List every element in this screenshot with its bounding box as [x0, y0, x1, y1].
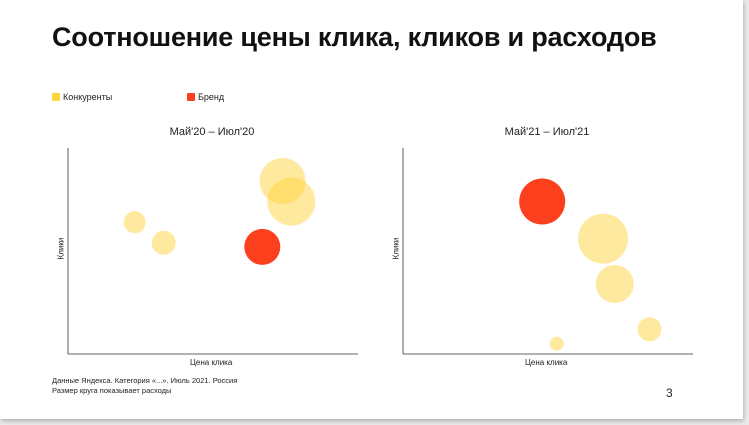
- slide: Соотношение цены клика, кликов и расходо…: [0, 0, 743, 419]
- chart-2021: Май'21 – Июл'21 Клики Цена клика: [391, 120, 697, 380]
- bubble-competitor: [151, 230, 176, 255]
- chart-svg-2020: [67, 148, 358, 355]
- chart-2020: Май'20 – Июл'20 Клики Цена клика: [56, 120, 362, 380]
- legend-swatch-competitors: [52, 93, 60, 101]
- bubble-competitor: [595, 264, 634, 303]
- legend-label-brand: Бренд: [198, 92, 225, 102]
- footnote: Данные Яндекса. Категория «...». Июль 20…: [52, 376, 237, 396]
- bubble-competitor: [123, 211, 146, 234]
- legend: Конкуренты Бренд: [0, 92, 743, 106]
- bubble-brand: [519, 178, 566, 225]
- y-axis-label: Клики: [391, 237, 401, 260]
- bubble-competitor: [549, 336, 564, 351]
- bubble-competitor: [267, 177, 316, 226]
- chart-svg-2021: [402, 148, 693, 355]
- x-axis-label: Цена клика: [525, 358, 568, 367]
- bubble-competitor: [637, 317, 662, 342]
- chart-title: Май'20 – Июл'20: [169, 126, 255, 138]
- bubble-competitor: [578, 213, 629, 264]
- bubble-brand: [244, 228, 281, 265]
- slide-title: Соотношение цены клика, кликов и расходо…: [52, 22, 657, 52]
- page-number: 3: [666, 386, 673, 400]
- chart-title: Май'21 – Июл'21: [504, 126, 590, 138]
- footnote-source: Данные Яндекса. Категория «...». Июль 20…: [52, 376, 238, 385]
- legend-swatch-brand: [187, 93, 195, 101]
- footnote-size-note: Размер круга показывает расходы: [52, 386, 172, 395]
- y-axis-label: Клики: [56, 237, 66, 260]
- x-axis-label: Цена клика: [190, 358, 233, 367]
- legend-item-brand: Бренд: [187, 92, 224, 102]
- legend-item-competitors: Конкуренты: [52, 92, 112, 102]
- legend-label-competitors: Конкуренты: [63, 92, 113, 102]
